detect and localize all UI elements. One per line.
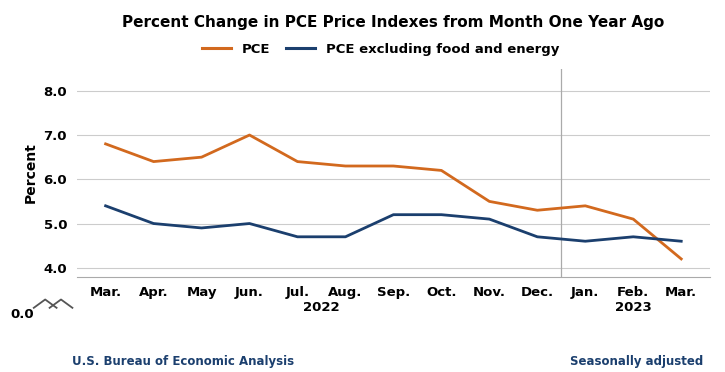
Legend: PCE, PCE excluding food and energy: PCE, PCE excluding food and energy bbox=[197, 38, 565, 61]
Y-axis label: Percent: Percent bbox=[24, 142, 38, 203]
Title: Percent Change in PCE Price Indexes from Month One Year Ago: Percent Change in PCE Price Indexes from… bbox=[123, 15, 665, 30]
Text: 2022: 2022 bbox=[303, 301, 340, 314]
Text: 0.0: 0.0 bbox=[10, 308, 34, 321]
Text: 2023: 2023 bbox=[615, 301, 652, 314]
Text: Seasonally adjusted: Seasonally adjusted bbox=[570, 355, 703, 368]
Text: U.S. Bureau of Economic Analysis: U.S. Bureau of Economic Analysis bbox=[72, 355, 294, 368]
